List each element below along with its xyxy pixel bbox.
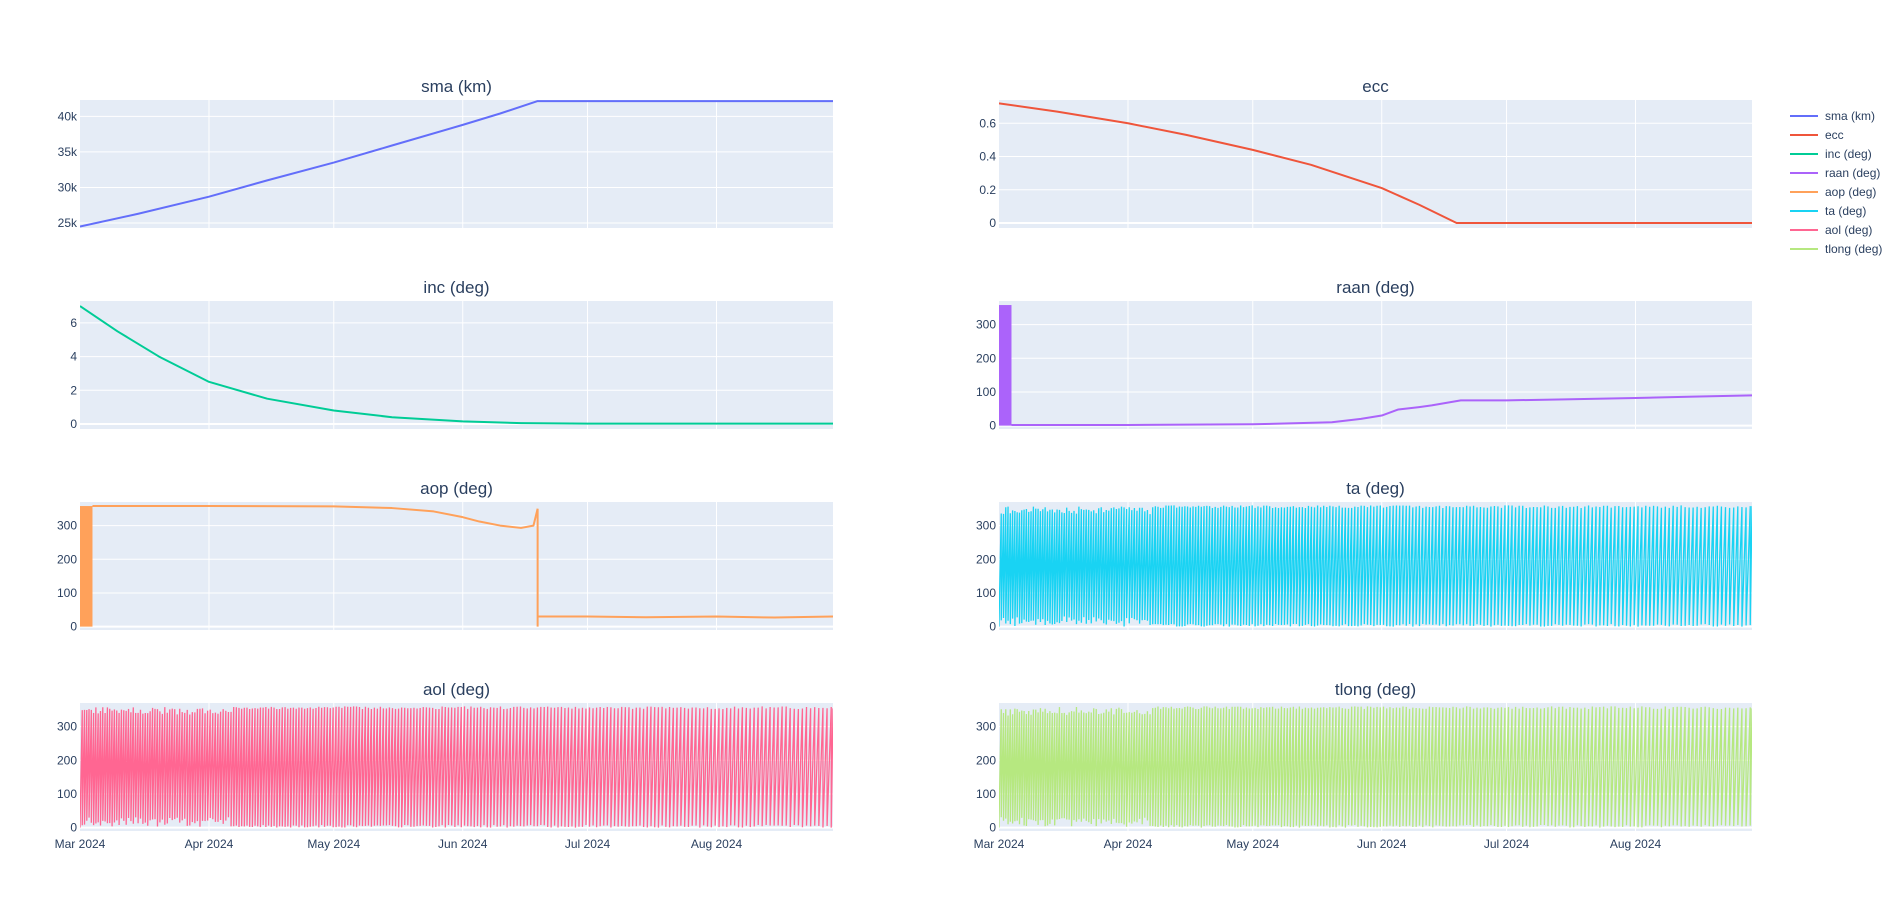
y-tick-label: 200 xyxy=(976,351,996,365)
legend-item-raan-deg[interactable]: raan (deg) xyxy=(1790,166,1880,180)
y-tick-label: 300 xyxy=(57,519,77,533)
subplot-ecc: 0 0.2 0.4 0.6 ecc xyxy=(979,77,1752,230)
y-tick-label: 0 xyxy=(989,821,996,835)
series-line-sma-km xyxy=(80,100,833,228)
subplot-title: sma (km) xyxy=(421,77,492,96)
y-tick-label: 0 xyxy=(989,620,996,634)
legend-item-inc-deg[interactable]: inc (deg) xyxy=(1790,147,1872,161)
legend-item-aop-deg[interactable]: aop (deg) xyxy=(1790,185,1876,199)
subplot-title: raan (deg) xyxy=(1336,278,1414,297)
legend-item-aol-deg[interactable]: aol (deg) xyxy=(1790,223,1872,237)
subplot-sma-km: 25k 30k 35k 40k sma (km) xyxy=(58,77,833,230)
y-tick-label: 0 xyxy=(70,821,77,835)
x-tick-label: Jun 2024 xyxy=(1357,837,1407,851)
legend-label: raan (deg) xyxy=(1825,166,1880,180)
x-tick-label: Apr 2024 xyxy=(185,837,234,851)
y-tick-label: 0.6 xyxy=(979,116,996,130)
y-tick-label: 0.4 xyxy=(979,150,996,164)
y-tick-label: 200 xyxy=(976,753,996,767)
subplot-inc-deg: 0 2 4 6 inc (deg) xyxy=(70,278,833,431)
legend-label: tlong (deg) xyxy=(1825,242,1882,256)
x-tick-label: Apr 2024 xyxy=(1104,837,1153,851)
x-tick-label: May 2024 xyxy=(307,837,360,851)
y-tick-label: 200 xyxy=(57,552,77,566)
y-tick-label: 30k xyxy=(58,180,78,194)
subplot-aop-deg: 0 100 200 300 aop (deg) xyxy=(57,479,833,634)
series-line-aop-deg xyxy=(92,505,539,529)
series-line-raan-deg xyxy=(1011,394,1752,426)
x-tick-label: Jul 2024 xyxy=(1484,837,1530,851)
plot-area xyxy=(80,301,833,429)
legend-item-tlong-deg[interactable]: tlong (deg) xyxy=(1790,242,1882,256)
series-line-inc-deg xyxy=(80,305,833,425)
series-oscillation-aop-deg xyxy=(80,506,93,627)
y-tick-label: 300 xyxy=(57,720,77,734)
x-tick-label: Aug 2024 xyxy=(1610,837,1662,851)
y-tick-label: 0 xyxy=(989,216,996,230)
x-tick-label: Aug 2024 xyxy=(691,837,743,851)
subplot-title: aol (deg) xyxy=(423,680,490,699)
legend-label: aol (deg) xyxy=(1825,223,1872,237)
x-tick-label: Jul 2024 xyxy=(565,837,611,851)
subplot-panels: 25k 30k 35k 40k sma (km) 0 0.2 0.4 0.6 ecc 0 2 4 6 inc… xyxy=(55,77,1752,851)
y-tick-label: 100 xyxy=(57,586,77,600)
legend[interactable]: sma (km) ecc inc (deg) raan (deg) aop (deg) t… xyxy=(1790,109,1882,256)
y-tick-label: 100 xyxy=(976,787,996,801)
legend-label: inc (deg) xyxy=(1825,147,1872,161)
y-tick-label: 4 xyxy=(70,350,77,364)
legend-item-sma-km[interactable]: sma (km) xyxy=(1790,109,1875,123)
subplot-title: ecc xyxy=(1362,77,1389,96)
legend-label: ta (deg) xyxy=(1825,204,1866,218)
x-tick-label: Mar 2024 xyxy=(974,837,1025,851)
y-tick-label: 35k xyxy=(58,145,78,159)
series-line-tlong-deg xyxy=(999,706,1752,828)
series-line-after-aop-deg xyxy=(537,615,833,619)
y-tick-label: 300 xyxy=(976,720,996,734)
y-tick-label: 0 xyxy=(989,419,996,433)
y-tick-label: 25k xyxy=(58,216,78,230)
y-tick-label: 300 xyxy=(976,318,996,332)
plot-area xyxy=(80,100,833,228)
legend-item-ecc[interactable]: ecc xyxy=(1790,128,1844,142)
legend-item-ta-deg[interactable]: ta (deg) xyxy=(1790,204,1866,218)
subplot-aol-deg: 0 100 200 300 Mar 2024 Apr 2024 May 2024 Jun 20… xyxy=(55,680,833,851)
x-tick-label: Jun 2024 xyxy=(438,837,488,851)
plot-area xyxy=(999,301,1752,429)
plot-area xyxy=(80,502,833,630)
y-tick-label: 200 xyxy=(976,552,996,566)
y-tick-label: 100 xyxy=(976,586,996,600)
subplot-title: aop (deg) xyxy=(420,479,493,498)
y-tick-label: 6 xyxy=(70,316,77,330)
subplot-title: tlong (deg) xyxy=(1335,680,1416,699)
series-line-ecc xyxy=(999,102,1752,225)
subplot-title: ta (deg) xyxy=(1346,479,1405,498)
y-tick-label: 40k xyxy=(58,109,78,123)
plot-area xyxy=(999,100,1752,228)
y-tick-label: 100 xyxy=(976,385,996,399)
y-tick-label: 0.2 xyxy=(979,183,996,197)
y-tick-label: 100 xyxy=(57,787,77,801)
subplot-title: inc (deg) xyxy=(423,278,489,297)
x-tick-label: May 2024 xyxy=(1226,837,1279,851)
y-tick-label: 200 xyxy=(57,753,77,767)
y-tick-label: 300 xyxy=(976,519,996,533)
legend-label: aop (deg) xyxy=(1825,185,1876,199)
series-line-ta-deg xyxy=(999,505,1752,627)
legend-label: sma (km) xyxy=(1825,109,1875,123)
subplot-tlong-deg: 0 100 200 300 Mar 2024 Apr 2024 May 2024 Jun 20… xyxy=(974,680,1752,851)
series-oscillation-raan-deg xyxy=(999,305,1012,426)
series-line-aol-deg xyxy=(80,706,833,828)
subplot-raan-deg: 0 100 200 300 raan (deg) xyxy=(976,278,1752,433)
x-tick-label: Mar 2024 xyxy=(55,837,106,851)
legend-label: ecc xyxy=(1825,128,1844,142)
subplot-ta-deg: 0 100 200 300 ta (deg) xyxy=(976,479,1752,634)
y-tick-label: 0 xyxy=(70,620,77,634)
y-tick-label: 2 xyxy=(70,383,77,397)
y-tick-label: 0 xyxy=(70,417,77,431)
